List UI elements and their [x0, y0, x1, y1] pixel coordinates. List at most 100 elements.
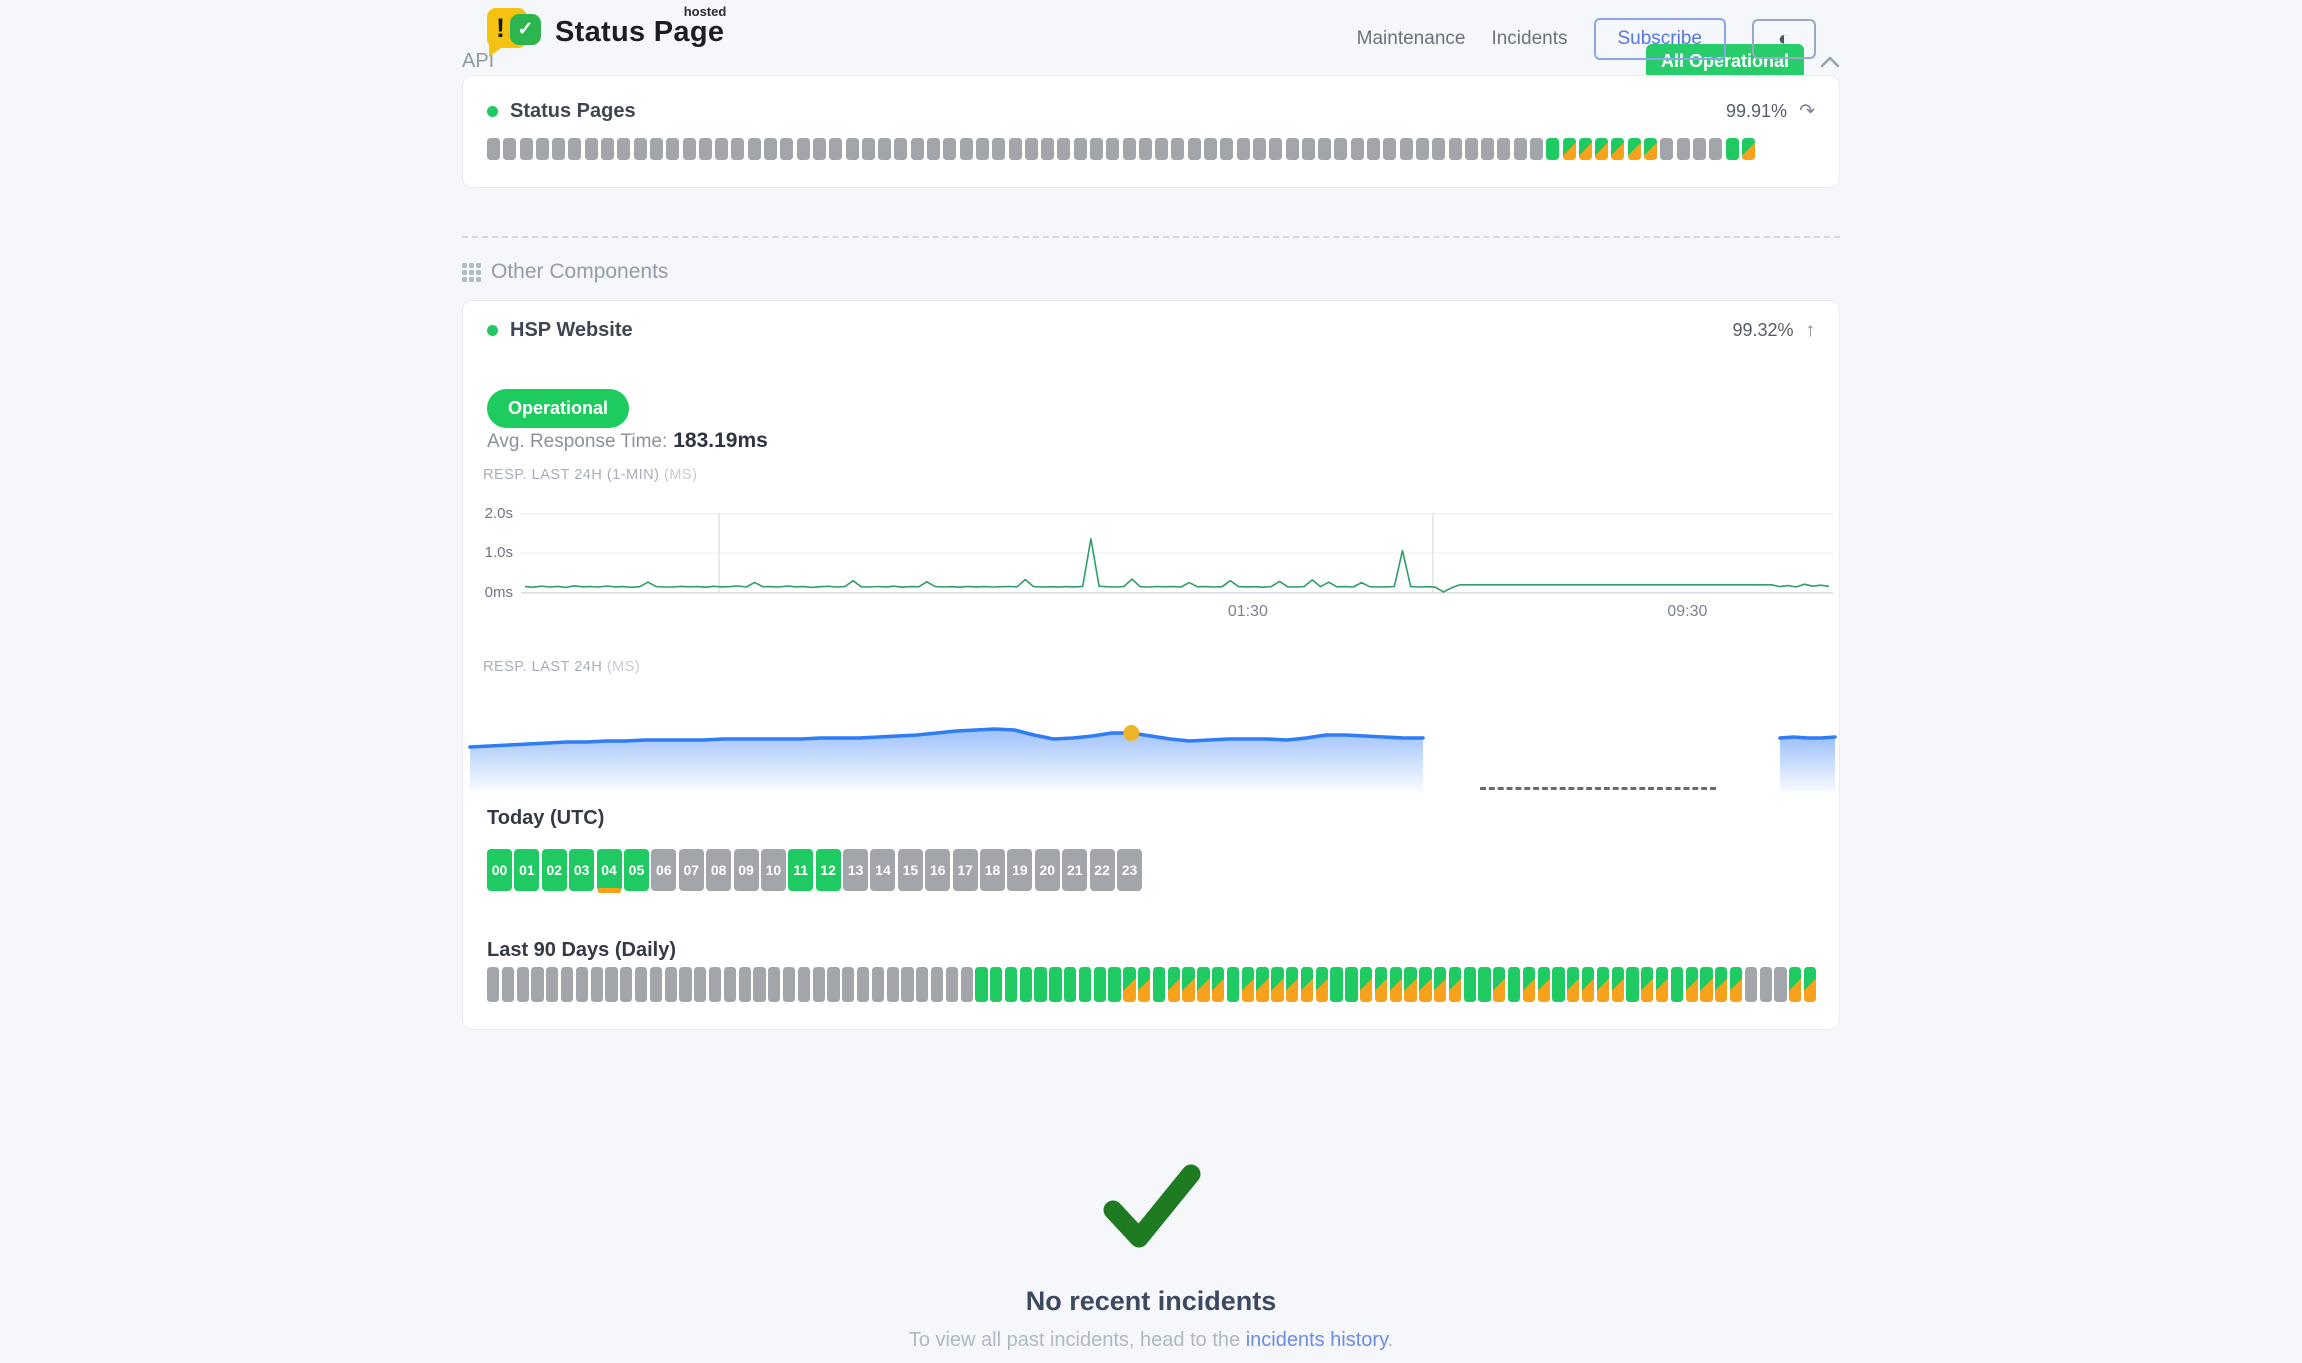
daily-uptime-bar[interactable] [1241, 967, 1254, 1002]
uptime-bar[interactable] [1155, 138, 1169, 160]
hour-cell-13[interactable]: 13 [843, 849, 869, 891]
uptime-bar[interactable] [1318, 138, 1332, 160]
nav-maintenance[interactable]: Maintenance [1356, 28, 1466, 49]
subscribe-button[interactable]: Subscribe [1593, 18, 1726, 60]
uptime-bar[interactable] [601, 138, 615, 160]
uptime-bar[interactable] [975, 138, 989, 160]
daily-uptime-bar[interactable] [1537, 967, 1550, 1002]
nav-incidents[interactable]: Incidents [1491, 28, 1568, 49]
hour-cell-11[interactable]: 11 [788, 849, 814, 891]
daily-uptime-bar[interactable] [1700, 967, 1713, 1002]
daily-uptime-bar[interactable] [501, 967, 515, 1002]
uptime-bar[interactable] [1692, 138, 1706, 160]
daily-uptime-bar[interactable] [1167, 967, 1180, 1002]
hour-cell-14[interactable]: 14 [870, 849, 896, 891]
daily-uptime-bar[interactable] [1404, 967, 1417, 1002]
daily-uptime-bar[interactable] [1522, 967, 1536, 1002]
daily-uptime-bar[interactable] [1360, 967, 1373, 1002]
daily-uptime-bar[interactable] [1389, 967, 1402, 1002]
hour-cell-10[interactable]: 10 [760, 849, 786, 891]
daily-uptime-bar[interactable] [1744, 967, 1758, 1002]
uptime-bar[interactable] [1089, 138, 1103, 160]
uptime-bar[interactable] [845, 138, 859, 160]
daily-uptime-bar[interactable] [1004, 967, 1018, 1002]
daily-uptime-bar[interactable] [1448, 967, 1462, 1002]
daily-uptime-bar[interactable] [1093, 967, 1106, 1002]
daily-uptime-bar[interactable] [1315, 967, 1328, 1002]
daily-uptime-bar[interactable] [1507, 967, 1521, 1002]
daily-uptime-bar[interactable] [1226, 967, 1240, 1002]
daily-uptime-bar[interactable] [1463, 967, 1476, 1002]
daily-uptime-bar[interactable] [1493, 967, 1506, 1002]
daily-uptime-bar[interactable] [1641, 967, 1654, 1002]
daily-uptime-bar[interactable] [1034, 967, 1047, 1002]
uptime-bar[interactable] [1513, 138, 1527, 160]
uptime-bar[interactable] [812, 138, 826, 160]
uptime-bar[interactable] [1660, 138, 1674, 160]
uptime-bar[interactable] [1285, 138, 1299, 160]
uptime-bar[interactable] [1220, 138, 1234, 160]
uptime-bar[interactable] [519, 138, 533, 160]
chevron-up-icon[interactable] [1820, 56, 1840, 68]
daily-uptime-bar[interactable] [1078, 967, 1092, 1002]
daily-uptime-bar[interactable] [1374, 967, 1388, 1002]
uptime-bar[interactable] [666, 138, 680, 160]
uptime-bar[interactable] [1057, 138, 1071, 160]
uptime-bar[interactable] [1171, 138, 1185, 160]
uptime-bar[interactable] [861, 138, 875, 160]
hour-cell-01[interactable]: 01 [514, 849, 540, 891]
uptime-bar[interactable] [1562, 138, 1576, 160]
daily-uptime-bar[interactable] [930, 967, 944, 1002]
uptime-bar[interactable] [943, 138, 957, 160]
daily-uptime-bar[interactable] [1419, 967, 1432, 1002]
uptime-bar[interactable] [1481, 138, 1495, 160]
uptime-bar[interactable] [1024, 138, 1038, 160]
uptime-bar[interactable] [1122, 138, 1136, 160]
daily-uptime-bar[interactable] [842, 967, 855, 1002]
daily-uptime-bar[interactable] [1300, 967, 1314, 1002]
hour-cell-23[interactable]: 23 [1116, 849, 1142, 891]
daily-uptime-bar[interactable] [723, 967, 737, 1002]
uptime-bar[interactable] [487, 138, 500, 160]
uptime-bar[interactable] [829, 138, 843, 160]
uptime-bar[interactable] [1725, 138, 1739, 160]
uptime-bar[interactable] [747, 138, 761, 160]
hour-cell-17[interactable]: 17 [952, 849, 978, 891]
daily-uptime-bar[interactable] [1049, 967, 1062, 1002]
uptime-bar[interactable] [682, 138, 696, 160]
uptime-bar[interactable] [1138, 138, 1152, 160]
daily-uptime-bar[interactable] [546, 967, 559, 1002]
daily-uptime-bar[interactable] [1434, 967, 1447, 1002]
uptime-bar[interactable] [1611, 138, 1625, 160]
daily-uptime-bar[interactable] [1567, 967, 1580, 1002]
daily-uptime-bar[interactable] [812, 967, 825, 1002]
daily-uptime-bar[interactable] [1626, 967, 1639, 1002]
daily-uptime-bar[interactable] [1655, 967, 1669, 1002]
uptime-bar[interactable] [992, 138, 1006, 160]
daily-uptime-bar[interactable] [1286, 967, 1299, 1002]
uptime-bar[interactable] [1546, 138, 1560, 160]
uptime-bar[interactable] [1367, 138, 1381, 160]
daily-uptime-bar[interactable] [516, 967, 529, 1002]
hour-cell-05[interactable]: 05 [623, 849, 649, 891]
uptime-bar[interactable] [1676, 138, 1690, 160]
uptime-bar[interactable] [1644, 138, 1658, 160]
daily-uptime-bar[interactable] [1552, 967, 1565, 1002]
uptime-bar[interactable] [1627, 138, 1641, 160]
daily-uptime-bar[interactable] [1123, 967, 1136, 1002]
uptime-bar[interactable] [1497, 138, 1511, 160]
daily-uptime-bar[interactable] [605, 967, 618, 1002]
daily-uptime-bar[interactable] [1478, 967, 1491, 1002]
uptime-bar[interactable] [584, 138, 598, 160]
daily-uptime-bar[interactable] [590, 967, 603, 1002]
daily-uptime-bar[interactable] [886, 967, 899, 1002]
uptime-bar[interactable] [894, 138, 908, 160]
daily-uptime-bar[interactable] [1330, 967, 1343, 1002]
hour-cell-12[interactable]: 12 [815, 849, 841, 891]
daily-uptime-bar[interactable] [990, 967, 1003, 1002]
uptime-bar[interactable] [633, 138, 647, 160]
hour-cell-21[interactable]: 21 [1062, 849, 1088, 891]
uptime-bar[interactable] [552, 138, 566, 160]
daily-uptime-bar[interactable] [575, 967, 589, 1002]
daily-uptime-bar[interactable] [1803, 967, 1817, 1002]
